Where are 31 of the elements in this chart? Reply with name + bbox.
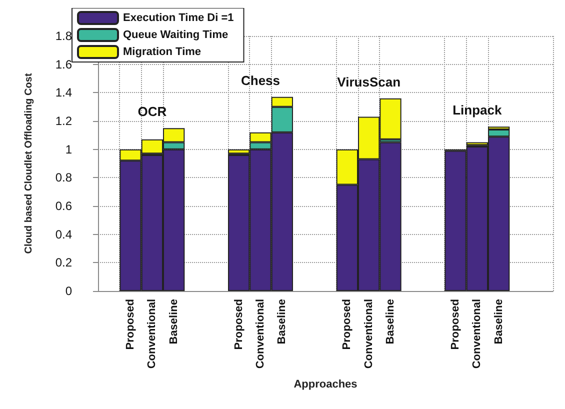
y-axis-title: Cloud based Cloudlet Offloading Cost — [24, 72, 34, 254]
y-tick-label: 0.2 — [55, 256, 72, 270]
x-tick-label: Baseline — [492, 299, 505, 344]
x-tick-label: Proposed — [232, 299, 245, 350]
y-tick-label: 0 — [65, 284, 72, 298]
y-tick-label: 1.8 — [55, 29, 72, 43]
y-tick-label: 1.2 — [55, 114, 72, 128]
x-tick-label: Conventional — [362, 299, 375, 369]
y-tick-label: 1.4 — [55, 86, 72, 100]
x-tick-label: Baseline — [168, 299, 180, 344]
annotation: Chess — [240, 72, 280, 88]
x-tick-label: Conventional — [146, 299, 158, 369]
y-tick-label: 0.6 — [55, 199, 72, 213]
x-tick-label: Baseline — [384, 299, 396, 344]
legend-label: Queue Waiting Time — [123, 29, 228, 41]
annotation: OCR — [138, 104, 168, 120]
y-tick-label: 0.4 — [55, 227, 72, 242]
x-tick-label: Proposed — [124, 299, 136, 350]
annotation: VirusScan — [337, 74, 401, 90]
x-axis-title: Approaches — [294, 378, 358, 390]
legend-label: Execution Time Di =1 — [123, 12, 234, 24]
x-tick-label: Proposed — [450, 299, 462, 350]
y-tick-label: 1 — [65, 142, 72, 156]
x-tick-label: Proposed — [341, 299, 354, 350]
x-tick-label: Conventional — [471, 299, 484, 369]
x-tick-label: Conventional — [254, 299, 266, 369]
x-tick-label: Baseline — [276, 299, 288, 344]
y-tick-label: 1.6 — [55, 57, 72, 72]
y-tick-label: 0.8 — [55, 170, 72, 185]
legend-label: Migration Time — [123, 46, 202, 58]
annotation: Linpack — [452, 102, 502, 118]
